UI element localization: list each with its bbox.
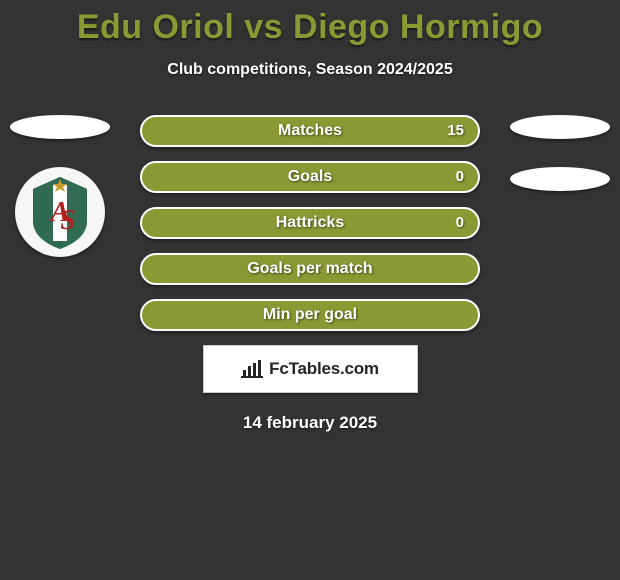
stat-bars: Matches 15 Goals 0 Hattricks 0 Goals per… — [140, 115, 480, 331]
player-left-column: A S — [10, 115, 110, 257]
player-left-club-badge: A S — [15, 167, 105, 257]
brand-text: FcTables.com — [269, 359, 379, 379]
stat-label: Goals — [142, 163, 478, 191]
brand-attribution: FcTables.com — [203, 345, 418, 393]
player-right-avatar — [510, 115, 610, 139]
stat-label: Hattricks — [142, 209, 478, 237]
stat-label: Goals per match — [142, 255, 478, 283]
player-right-club-badge — [510, 167, 610, 191]
bar-chart-icon — [241, 360, 263, 378]
stat-row-goals: Goals 0 — [140, 161, 480, 193]
player-left-avatar — [10, 115, 110, 139]
stat-label: Min per goal — [142, 301, 478, 329]
stat-label: Matches — [142, 117, 478, 145]
stat-row-min-per-goal: Min per goal — [140, 299, 480, 331]
stat-row-hattricks: Hattricks 0 — [140, 207, 480, 239]
player-right-column — [510, 115, 610, 219]
stat-row-goals-per-match: Goals per match — [140, 253, 480, 285]
svg-text:S: S — [60, 205, 76, 236]
comparison-region: A S Matches 15 Goals 0 Hattricks 0 Goals… — [0, 115, 620, 433]
stat-value-right: 0 — [456, 209, 464, 237]
snapshot-date: 14 february 2025 — [0, 413, 620, 433]
club-badge-icon: A S — [15, 167, 105, 257]
stat-value-right: 0 — [456, 163, 464, 191]
stat-value-right: 15 — [447, 117, 464, 145]
page-title: Edu Oriol vs Diego Hormigo — [0, 0, 620, 47]
stat-row-matches: Matches 15 — [140, 115, 480, 147]
subtitle: Club competitions, Season 2024/2025 — [0, 61, 620, 79]
